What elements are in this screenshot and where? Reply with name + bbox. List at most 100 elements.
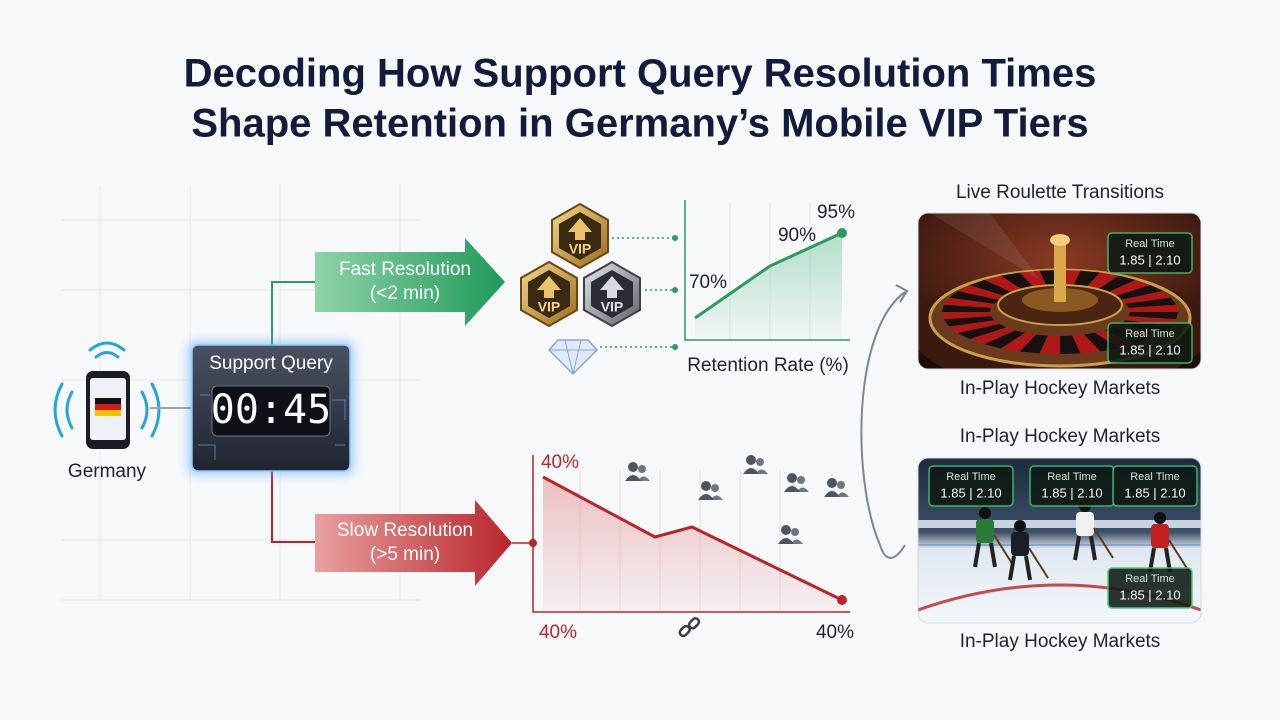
- person: [837, 492, 849, 497]
- odds-label: Real Time: [946, 471, 996, 483]
- person: [743, 468, 759, 474]
- odds-label: Real Time: [1125, 238, 1175, 250]
- panel-frame: [917, 457, 1202, 624]
- odds-value: 1.85 | 2.10: [1124, 485, 1185, 500]
- person: [625, 475, 641, 481]
- odds-value: 1.85 | 2.10: [1119, 587, 1180, 602]
- drop-bottom-right-label: 40%: [816, 622, 854, 643]
- odds-label: Real Time: [1047, 471, 1097, 483]
- odds-box: [928, 465, 1014, 507]
- odds-box: [1107, 322, 1193, 364]
- odds-label: Real Time: [1125, 573, 1175, 585]
- person: [791, 539, 803, 544]
- odds-value: 1.85 | 2.10: [1119, 252, 1180, 267]
- person: [638, 476, 650, 481]
- vip-badge: [520, 260, 578, 328]
- person: [781, 525, 791, 535]
- player: [993, 534, 1014, 566]
- player: [1008, 555, 1032, 581]
- curved-connector: [860, 291, 906, 546]
- odds-value: 1.85 | 2.10: [1119, 342, 1180, 357]
- title-line: Decoding How Support Query Resolution Ti…: [184, 52, 1097, 96]
- fast-detail: (<2 min): [370, 283, 440, 304]
- player: [979, 507, 991, 519]
- retention-label: 95%: [817, 202, 855, 223]
- player: [1011, 532, 1029, 556]
- person: [778, 538, 794, 544]
- panel-title: In-Play Hockey Markets: [960, 426, 1161, 447]
- odds-box: [1107, 232, 1193, 274]
- wheel-segment: [1072, 270, 1101, 290]
- person: [797, 487, 809, 492]
- title-line: Shape Retention in Germany’s Mobile VIP …: [191, 102, 1088, 146]
- player: [1151, 524, 1169, 548]
- wheel-segment: [943, 297, 995, 308]
- person: [701, 481, 711, 491]
- broken-link-icon: [678, 617, 701, 638]
- drop-chart: [512, 455, 850, 613]
- player: [1073, 535, 1097, 561]
- fast-label: Fast Resolution: [339, 259, 471, 280]
- person: [698, 494, 714, 500]
- odds-value: 1.85 | 2.10: [1041, 485, 1102, 500]
- wheel-segment: [1060, 335, 1081, 354]
- vip-text: VIP: [538, 299, 561, 315]
- wheel-segment: [949, 291, 1000, 304]
- wheel-segment: [1113, 285, 1163, 300]
- retention-chart: [684, 200, 850, 341]
- phone-icon: [53, 341, 161, 449]
- wheel-segment: [1001, 272, 1037, 292]
- wheel-segment: [969, 279, 1016, 297]
- person: [797, 476, 805, 484]
- wheel-segment: [1072, 334, 1101, 354]
- wheel-segment: [943, 316, 995, 327]
- vip-badge: [551, 202, 609, 270]
- retention-label: 90%: [778, 225, 816, 246]
- wheel-segment: [969, 327, 1016, 345]
- person: [827, 478, 837, 488]
- drop-top-label: 40%: [541, 452, 579, 473]
- wheel-segment: [1125, 297, 1177, 308]
- wheel-segment: [1083, 272, 1119, 292]
- person: [787, 473, 797, 483]
- wheel-segment: [1104, 279, 1151, 297]
- slow-detail: (>5 min): [370, 544, 440, 565]
- people-icons: [625, 455, 849, 544]
- player: [1014, 520, 1026, 532]
- wheel-segment: [942, 304, 992, 312]
- vip-text: VIP: [569, 241, 592, 257]
- wheel-segment: [1019, 334, 1048, 354]
- retention-label: 70%: [689, 272, 727, 293]
- vip-badge: [583, 260, 641, 328]
- wheel-segment: [1001, 332, 1037, 352]
- wheel-segment: [1128, 312, 1178, 320]
- slow-arrow: [315, 500, 512, 586]
- wheel-segment: [1120, 291, 1171, 304]
- player: [1154, 512, 1166, 524]
- odds-box: [1107, 567, 1193, 609]
- wheel-segment: [1019, 270, 1048, 290]
- vip-connectors: [600, 235, 678, 350]
- drop-bottom-left-label: 40%: [539, 622, 577, 643]
- odds-box: [1112, 465, 1198, 507]
- query-timer: 00:45: [211, 387, 331, 433]
- connector: [271, 470, 322, 543]
- person: [638, 465, 646, 473]
- curved-connector: [879, 544, 906, 559]
- odds-label: Real Time: [1125, 328, 1175, 340]
- wheel-segment: [1128, 304, 1178, 312]
- person: [746, 455, 756, 465]
- person: [628, 462, 638, 472]
- player: [1093, 527, 1114, 559]
- arrowhead: [895, 284, 909, 303]
- wheel-segment: [984, 275, 1025, 294]
- person: [824, 491, 840, 497]
- odds-label: Real Time: [1130, 471, 1180, 483]
- vip-text: VIP: [601, 299, 624, 315]
- person: [711, 484, 719, 492]
- source-label: Germany: [68, 461, 147, 482]
- connector: [271, 281, 322, 345]
- person: [756, 458, 764, 466]
- player: [1168, 539, 1189, 571]
- retention-axis-label: Retention Rate (%): [687, 355, 849, 376]
